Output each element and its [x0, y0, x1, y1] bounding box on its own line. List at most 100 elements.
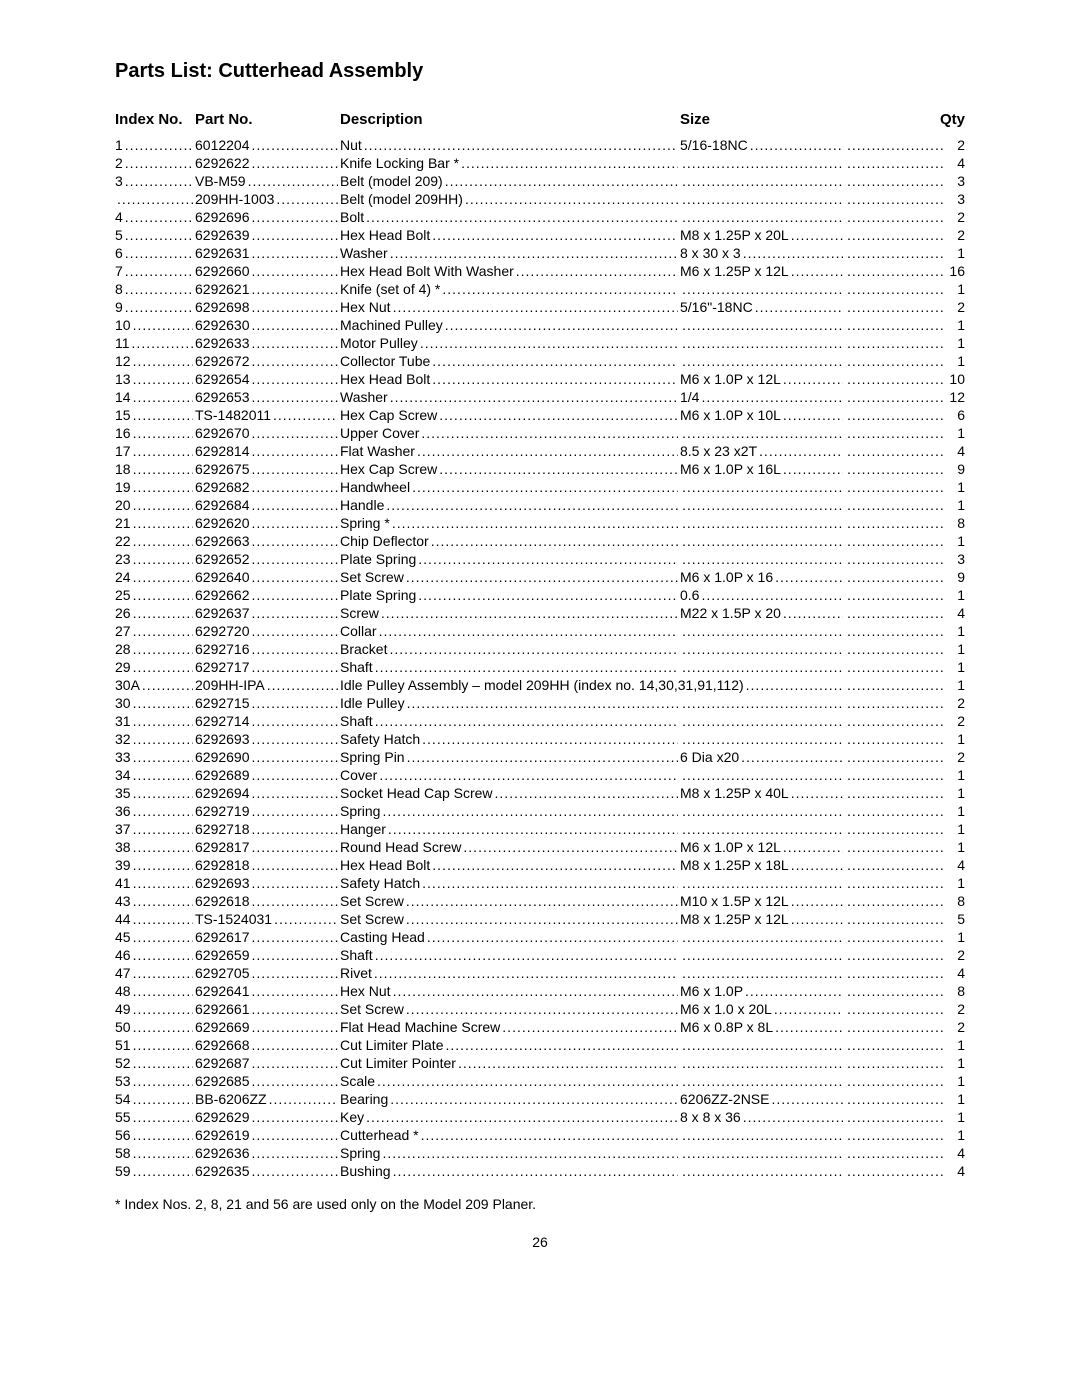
leader-dots: ........................................…	[421, 1126, 678, 1144]
leader-dots: ........................................…	[847, 1144, 943, 1162]
cell-description: Set Screw...............................…	[340, 568, 680, 586]
cell-index: 59......................................…	[115, 1162, 195, 1180]
table-row: 46......................................…	[115, 946, 965, 964]
cell-qty: ........................................…	[845, 136, 965, 154]
cell-qty: ........................................…	[845, 208, 965, 226]
cell-index-value: 49	[115, 1000, 131, 1018]
leader-dots: ........................................…	[746, 676, 843, 694]
cell-qty-value: 1	[945, 586, 965, 604]
cell-part-value: 6292661	[195, 1000, 250, 1018]
cell-qty: ........................................…	[845, 154, 965, 172]
table-row: 41......................................…	[115, 874, 965, 892]
leader-dots: ........................................…	[682, 1054, 843, 1072]
cell-size: M8 x 1.25P x 12L........................…	[680, 910, 845, 928]
leader-dots: ........................................…	[133, 658, 193, 676]
cell-size: ........................................…	[680, 172, 845, 190]
cell-qty-value: 1	[945, 928, 965, 946]
cell-index: 52......................................…	[115, 1054, 195, 1072]
leader-dots: ........................................…	[390, 388, 678, 406]
leader-dots: ........................................…	[407, 748, 678, 766]
leader-dots: ........................................…	[682, 334, 843, 352]
cell-description-value: Belt (model 209HH)	[340, 190, 463, 208]
cell-qty-value: 1	[945, 424, 965, 442]
cell-description: Hex Head Bolt...........................…	[340, 226, 680, 244]
cell-qty-value: 1	[945, 784, 965, 802]
leader-dots: ........................................…	[774, 1000, 843, 1018]
leader-dots: ........................................…	[741, 748, 843, 766]
cell-qty: ........................................…	[845, 748, 965, 766]
cell-part-value: TS-1482011	[195, 406, 271, 424]
leader-dots: ........................................…	[133, 478, 193, 496]
leader-dots: ........................................…	[252, 514, 338, 532]
leader-dots: ........................................…	[133, 892, 193, 910]
cell-description-value: Hex Cap Screw	[340, 406, 437, 424]
leader-dots: ........................................…	[412, 478, 678, 496]
table-row: 35......................................…	[115, 784, 965, 802]
leader-dots: ........................................…	[682, 820, 843, 838]
leader-dots: ........................................…	[252, 730, 338, 748]
table-row: 1.......................................…	[115, 136, 965, 154]
table-row: 44......................................…	[115, 910, 965, 928]
cell-index-value: 8	[115, 280, 123, 298]
cell-part: 6292633.................................…	[195, 334, 340, 352]
cell-index-value: 2	[115, 154, 123, 172]
leader-dots: ........................................…	[847, 568, 943, 586]
leader-dots: ........................................…	[847, 658, 943, 676]
cell-description-value: Handle	[340, 496, 384, 514]
cell-index-value: 46	[115, 946, 131, 964]
cell-index: 53......................................…	[115, 1072, 195, 1090]
cell-qty: ........................................…	[845, 658, 965, 676]
cell-index-value: 56	[115, 1126, 131, 1144]
cell-index-value: 41	[115, 874, 131, 892]
cell-index-value: 35	[115, 784, 131, 802]
leader-dots: ........................................…	[125, 244, 193, 262]
cell-size: ........................................…	[680, 712, 845, 730]
cell-qty-value: 9	[945, 568, 965, 586]
cell-index-value: 37	[115, 820, 131, 838]
cell-size: M8 x 1.25P x 18L........................…	[680, 856, 845, 874]
cell-part-value: 6292635	[195, 1162, 250, 1180]
leader-dots: ........................................…	[847, 190, 943, 208]
cell-qty-value: 10	[945, 370, 965, 388]
cell-index-value: 34	[115, 766, 131, 784]
cell-description-value: Scale	[340, 1072, 375, 1090]
cell-size-value: M8 x 1.25P x 20L	[680, 226, 789, 244]
leader-dots: ........................................…	[364, 136, 678, 154]
cell-index: 34......................................…	[115, 766, 195, 784]
cell-index-value: 23	[115, 550, 131, 568]
leader-dots: ........................................…	[248, 172, 338, 190]
leader-dots: ........................................…	[432, 226, 678, 244]
cell-qty: ........................................…	[845, 640, 965, 658]
cell-index-value: 59	[115, 1162, 131, 1180]
leader-dots: ........................................…	[133, 532, 193, 550]
cell-qty: ........................................…	[845, 280, 965, 298]
cell-description-value: Rivet	[340, 964, 372, 982]
table-header-row: Index No. Part No. Description Size Qty	[115, 111, 965, 128]
leader-dots: ........................................…	[133, 460, 193, 478]
leader-dots: ........................................…	[133, 496, 193, 514]
cell-part-value: 6292694	[195, 784, 250, 802]
leader-dots: ........................................…	[847, 496, 943, 514]
cell-description-value: Washer	[340, 388, 388, 406]
leader-dots: ........................................…	[133, 784, 193, 802]
leader-dots: ........................................…	[274, 910, 338, 928]
table-row: 37......................................…	[115, 820, 965, 838]
leader-dots: ........................................…	[252, 1018, 338, 1036]
leader-dots: ........................................…	[847, 838, 943, 856]
cell-index-value: 5	[115, 226, 123, 244]
cell-qty: ........................................…	[845, 244, 965, 262]
cell-size: ........................................…	[680, 640, 845, 658]
cell-qty: ........................................…	[845, 892, 965, 910]
cell-description: Machined Pulley.........................…	[340, 316, 680, 334]
cell-index-value: 31	[115, 712, 131, 730]
cell-description: Shaft...................................…	[340, 658, 680, 676]
leader-dots: ........................................…	[133, 694, 193, 712]
cell-qty-value: 1	[945, 676, 965, 694]
leader-dots: ........................................…	[420, 334, 678, 352]
cell-index-value: 20	[115, 496, 131, 514]
cell-size: 6206ZZ-2NSE.............................…	[680, 1090, 845, 1108]
leader-dots: ........................................…	[682, 1036, 843, 1054]
leader-dots: ........................................…	[133, 604, 193, 622]
table-row: 15......................................…	[115, 406, 965, 424]
leader-dots: ........................................…	[389, 640, 678, 658]
